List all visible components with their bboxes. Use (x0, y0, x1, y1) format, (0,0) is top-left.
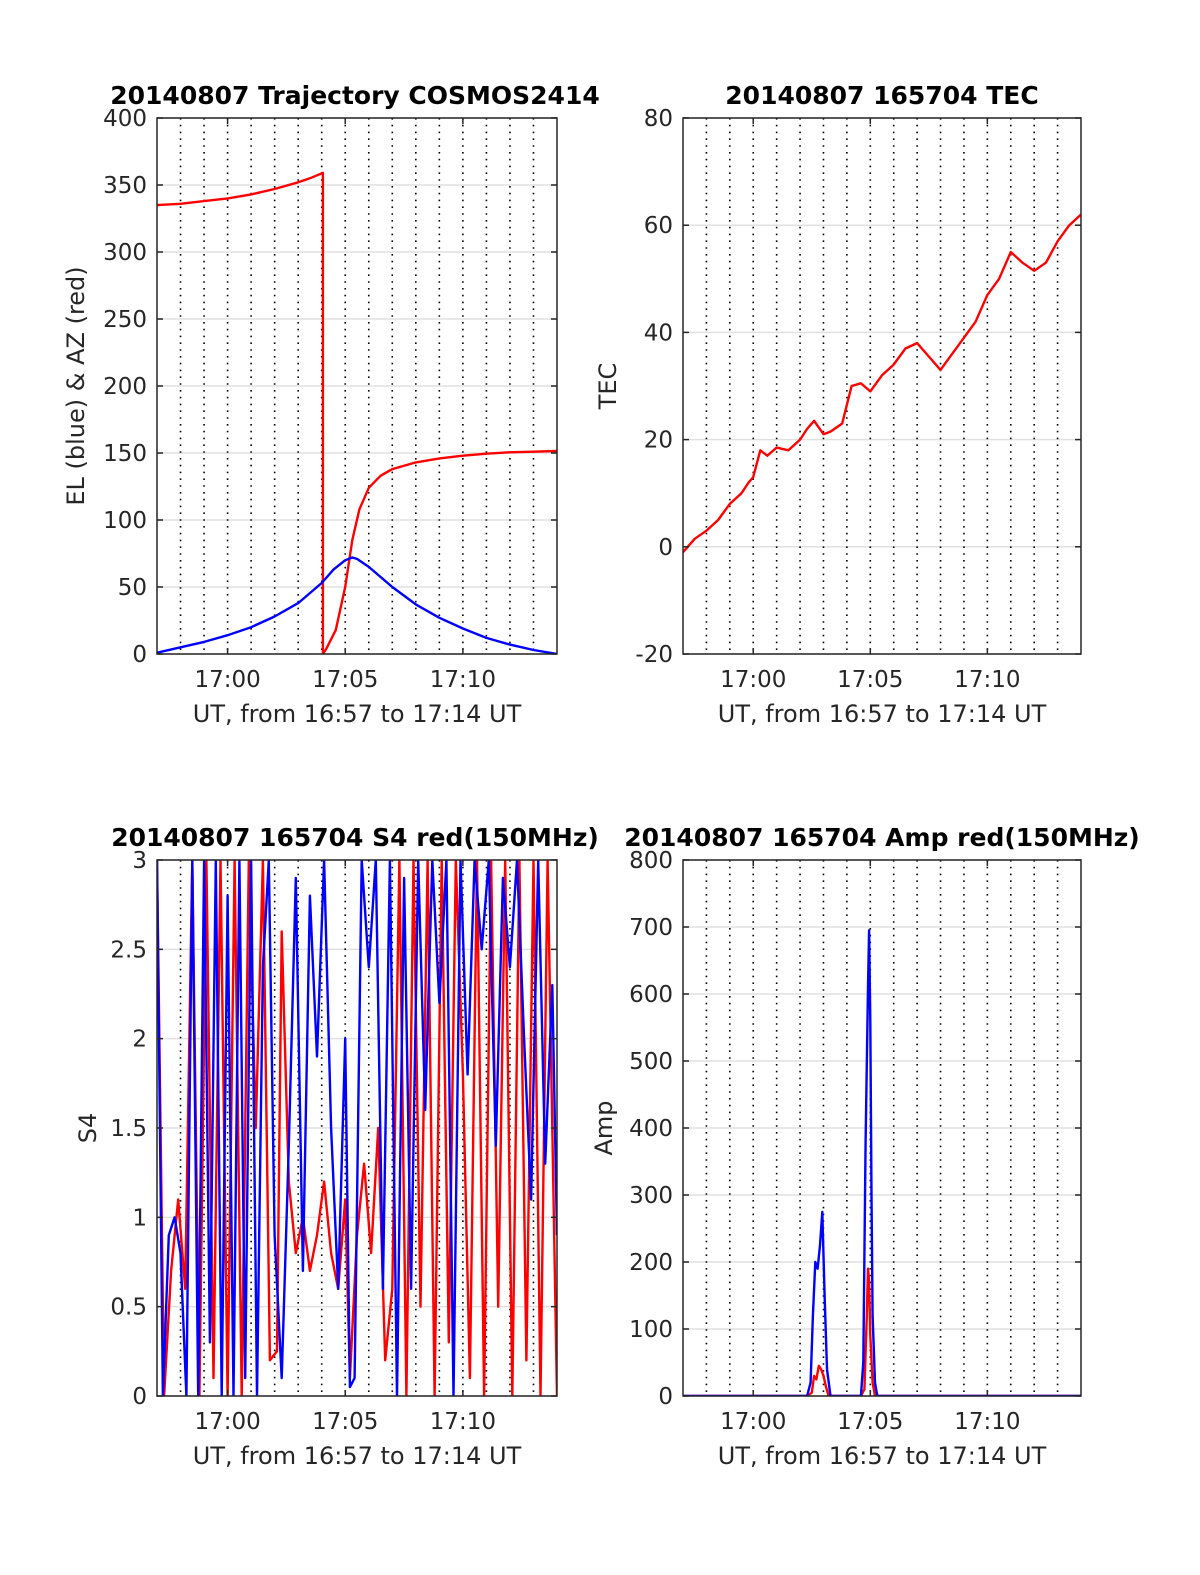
chart-3-ytick-label-5: 500 (629, 1049, 673, 1075)
chart-2-ylabel: S4 (74, 1113, 102, 1144)
chart-1-ytick-label-5: 80 (644, 106, 673, 132)
chart-1-axes-box (682, 117, 1082, 655)
chart-2-ytick-label-5: 2.5 (110, 937, 147, 963)
chart-0-series-1 (157, 556, 557, 654)
chart-1-xtick-label-2: 17:10 (954, 667, 1020, 693)
chart-1-xlabel: UT, from 16:57 to 17:14 UT (718, 700, 1047, 728)
chart-2-ytick-label-0: 0 (132, 1384, 147, 1410)
chart-3-ytick-label-8: 800 (629, 848, 673, 874)
chart-2-xtick-label-2: 17:10 (430, 1409, 496, 1435)
chart-2-ytick-label-4: 2 (132, 1027, 147, 1053)
chart-1-ytick-label-3: 40 (644, 320, 673, 346)
s4-panel: 0 0.5 1 1.5 2 2.5 3 17:00 17:05 17:10 20140807 165… (74, 823, 599, 1470)
chart-0-xlabel: UT, from 16:57 to 17:14 UT (193, 700, 522, 728)
chart-3-ytick-label-0: 0 (658, 1384, 673, 1410)
chart-3-series-0 (683, 1267, 1081, 1396)
chart-2-ytick-label-3: 1.5 (110, 1116, 147, 1142)
chart-1-xtick-label-0: 17:00 (720, 667, 786, 693)
chart-1-series-0 (683, 213, 1081, 553)
chart-0-ytick-label-0: 0 (132, 642, 147, 668)
chart-3-title: 20140807 165704 Amp red(150MHz) (624, 823, 1140, 852)
chart-0-title: 20140807 Trajectory COSMOS2414 (110, 81, 600, 110)
chart-3-xlabel: UT, from 16:57 to 17:14 UT (718, 1442, 1047, 1470)
chart-0-ytick-label-8: 400 (103, 106, 147, 132)
chart-0-xtick-label-2: 17:10 (430, 667, 496, 693)
chart-3-xtick-label-0: 17:00 (720, 1409, 786, 1435)
chart-2-xlabel: UT, from 16:57 to 17:14 UT (193, 1442, 522, 1470)
chart-3-series-1 (683, 929, 1081, 1396)
chart-0-ytick-label-6: 300 (103, 240, 147, 266)
chart-2-xtick-label-0: 17:00 (194, 1409, 260, 1435)
chart-0-ytick-label-2: 100 (103, 508, 147, 534)
chart-3-ytick-label-4: 400 (629, 1116, 673, 1142)
chart-3-ylabel: Amp (590, 1100, 618, 1155)
chart-1-ylabel: TEC (594, 363, 622, 411)
chart-2-ytick-label-2: 1 (132, 1205, 147, 1231)
chart-0-ytick-label-4: 200 (103, 374, 147, 400)
chart-2-ytick-label-6: 3 (132, 848, 147, 874)
chart-0-ytick-label-7: 350 (103, 173, 147, 199)
chart-3-ytick-label-2: 200 (629, 1250, 673, 1276)
chart-2-title: 20140807 165704 S4 red(150MHz) (111, 823, 599, 852)
chart-0-series-0 (157, 171, 557, 654)
chart-2-ytick-label-1: 0.5 (110, 1295, 147, 1321)
chart-0-ytick-label-3: 150 (103, 441, 147, 467)
chart-0-xtick-label-1: 17:05 (312, 667, 378, 693)
chart-3-ytick-label-1: 100 (629, 1317, 673, 1343)
trajectory-panel: 0 50 100 150 200 250 300 350 400 17:00 17:05 17:10 2… (62, 81, 600, 728)
chart-1-ytick-label-1: 0 (658, 535, 673, 561)
chart-0-xtick-label-0: 17:00 (194, 667, 260, 693)
chart-3-ytick-label-3: 300 (629, 1183, 673, 1209)
chart-1-ytick-label-4: 60 (644, 213, 673, 239)
chart-0-ylabel: EL (blue) & AZ (red) (62, 266, 90, 505)
chart-3-xtick-label-2: 17:10 (954, 1409, 1020, 1435)
amp-panel: 0 100 200 300 400 500 600 700 800 17:00 17:05 17:10… (590, 823, 1140, 1470)
chart-0-ytick-label-5: 250 (103, 307, 147, 333)
chart-2-xtick-label-1: 17:05 (312, 1409, 378, 1435)
chart-0-ytick-label-1: 50 (118, 575, 147, 601)
chart-3-ytick-label-7: 700 (629, 915, 673, 941)
chart-1-ytick-label-2: 20 (644, 428, 673, 454)
chart-3-xtick-label-1: 17:05 (837, 1409, 903, 1435)
tec-panel: -20 0 20 40 60 80 17:00 17:05 17:10 20140807 1657… (594, 81, 1082, 728)
chart-1-xtick-label-1: 17:05 (837, 667, 903, 693)
chart-1-title: 20140807 165704 TEC (725, 81, 1038, 110)
chart-3-ytick-label-6: 600 (629, 982, 673, 1008)
chart-1-ytick-label-0: -20 (635, 642, 673, 668)
chart-2-series-1 (157, 860, 557, 1396)
